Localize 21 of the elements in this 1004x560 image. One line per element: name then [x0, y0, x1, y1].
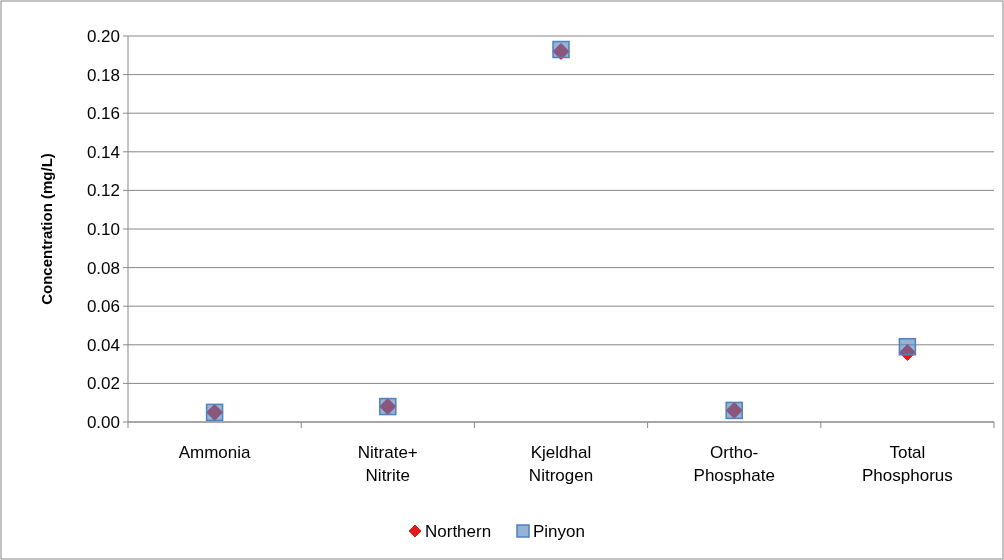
point [898, 337, 917, 356]
y-tick-label: 0.18 [86, 65, 120, 85]
y-tick-label: 0.00 [86, 412, 120, 432]
y-tick-label: 0.04 [86, 335, 120, 355]
x-tick-label: Ammonia [178, 443, 252, 462]
x-tick-label: Ortho- Phosphate [693, 443, 775, 485]
y-tick-label: 0.16 [86, 104, 120, 124]
y-tick-label: 0.12 [86, 181, 120, 201]
y-tick-label: 0.20 [86, 26, 120, 46]
y-tick-label: 0.02 [86, 374, 120, 394]
y-tick-label: 0.08 [86, 258, 120, 278]
legend-label: Northern [425, 521, 492, 541]
x-tick-label: Kjeldhal Nitrogen [528, 443, 594, 485]
y-tick-label: 0.14 [86, 142, 120, 162]
legend-label: Pinyon [533, 521, 585, 541]
point [898, 344, 916, 362]
x-tick-label: Total Phosphorus [862, 443, 953, 485]
y-axis-title: Concentration (mg/L) [38, 153, 55, 305]
x-tick-label: Nitrate+ Nitrite [357, 443, 418, 485]
y-tick-label: 0.06 [86, 297, 120, 317]
y-tick-label: 0.10 [86, 219, 120, 239]
